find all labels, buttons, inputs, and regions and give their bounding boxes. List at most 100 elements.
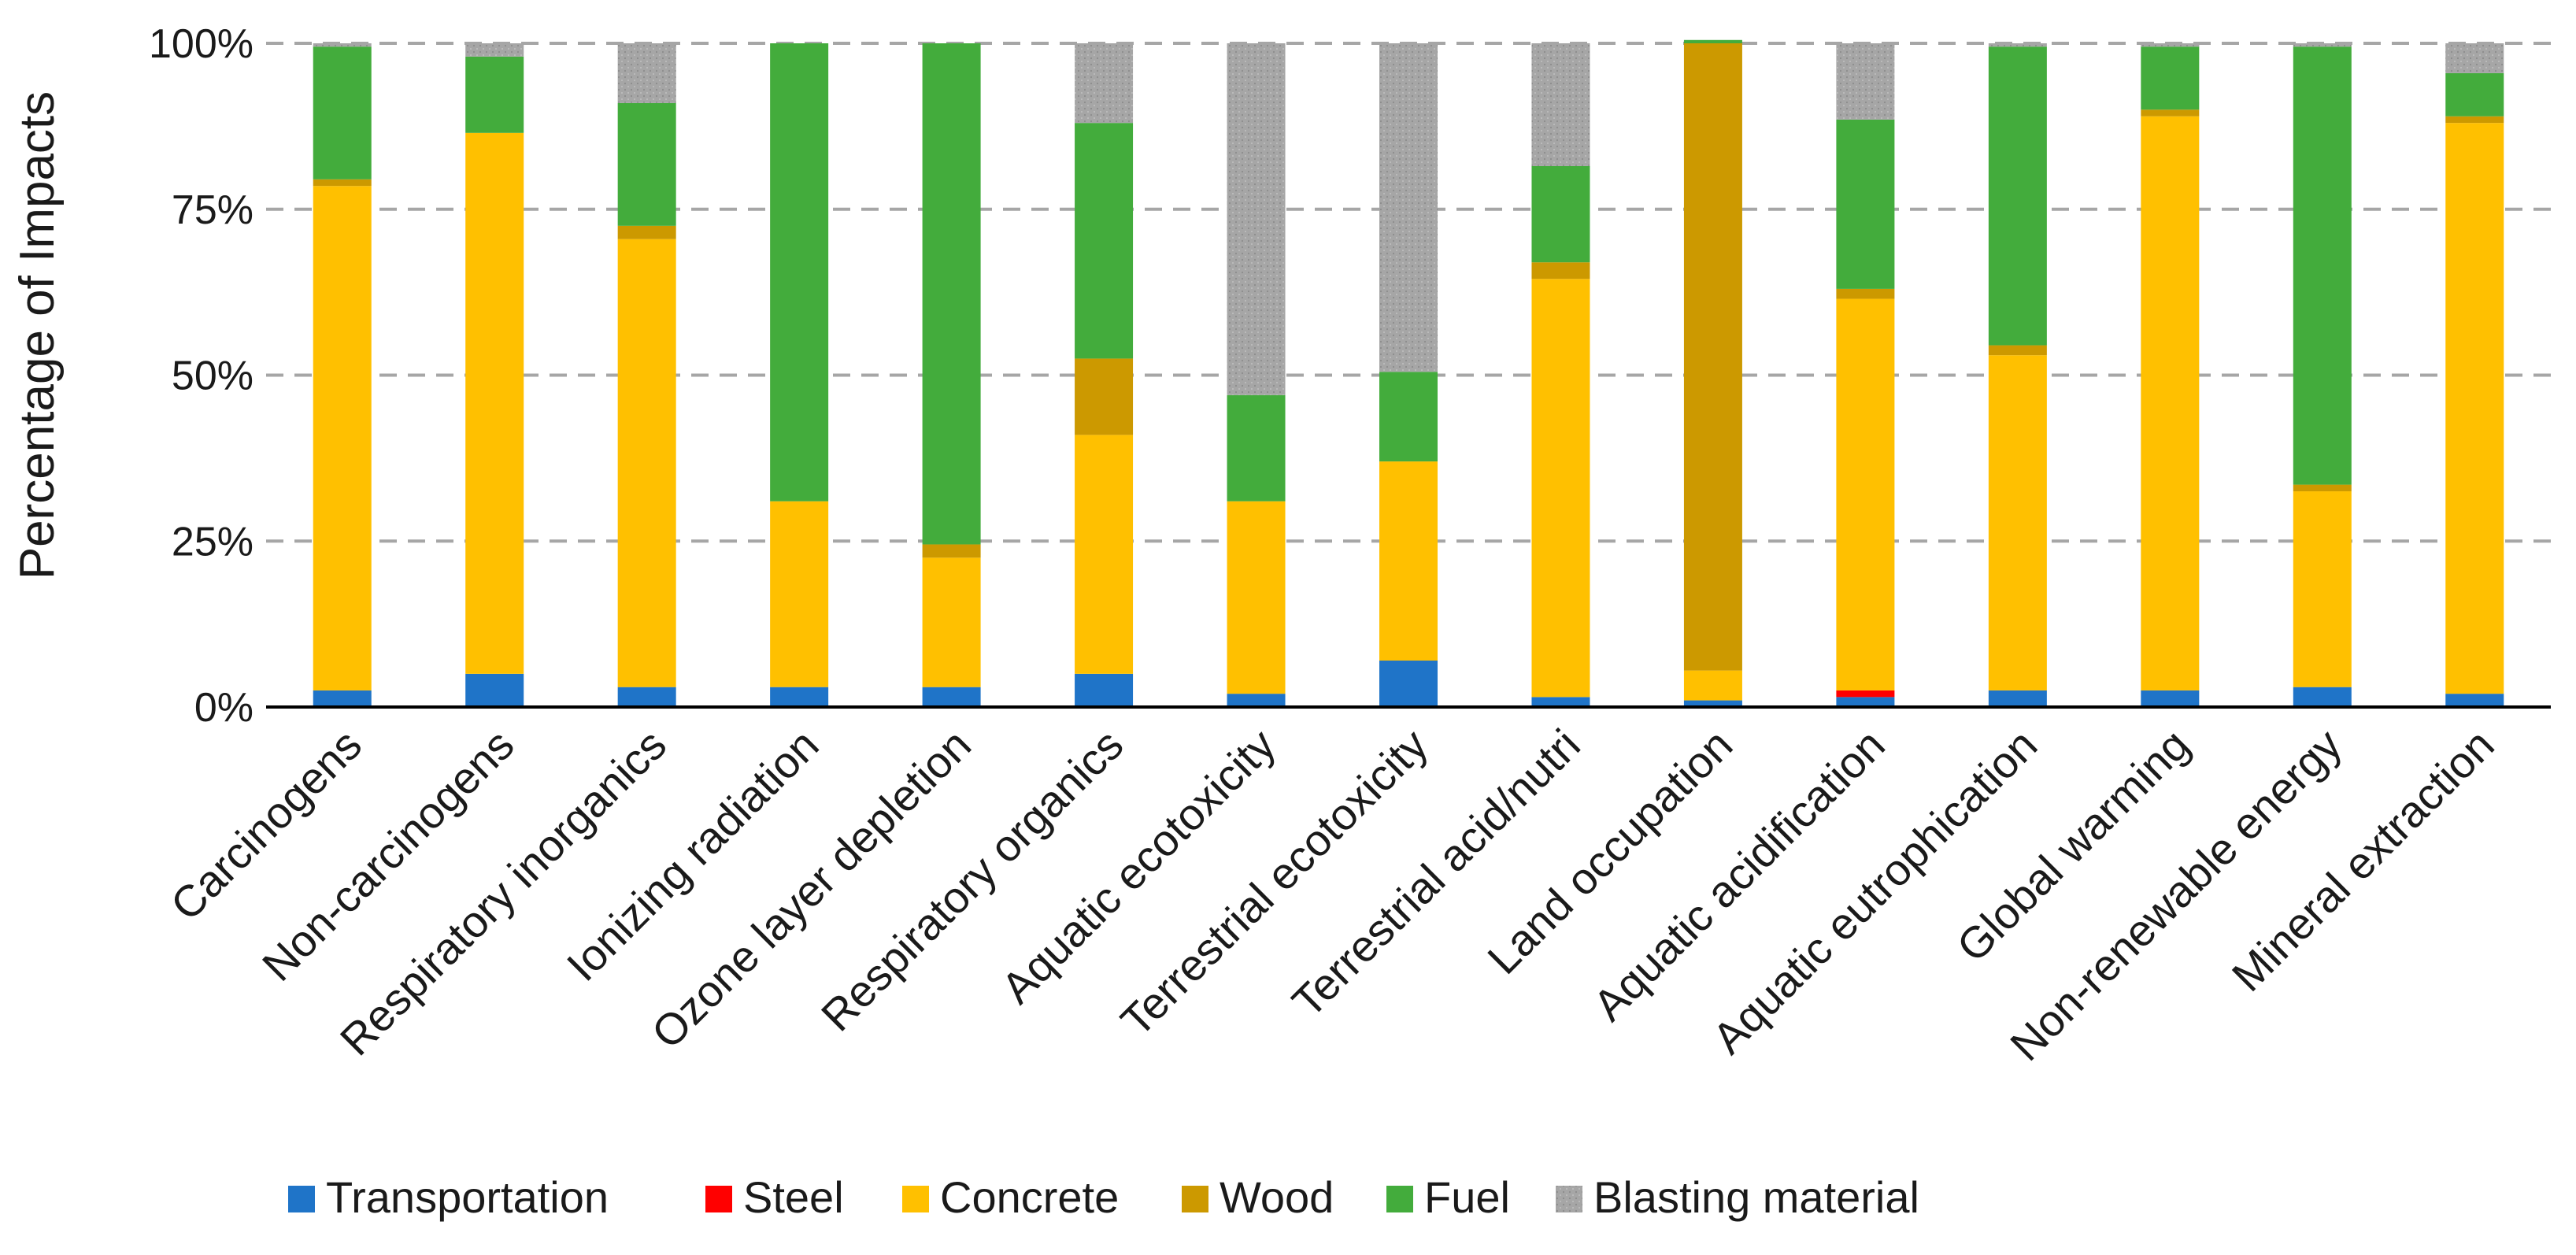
bar-non-renewable-energy-fuel <box>2293 46 2352 485</box>
bar-non-renewable-energy-blasting-material <box>2293 43 2352 47</box>
legend-label-concrete: Concrete <box>940 1172 1119 1222</box>
bar-respiratory-organics-wood <box>1075 358 1134 435</box>
bar-carcinogens-concrete <box>313 186 372 690</box>
bar-ozone-layer-depletion-concrete <box>922 557 981 687</box>
bar-mineral-extraction-blasting-material <box>2445 43 2504 73</box>
x-label-aquatic-acidification: Aquatic acidification <box>1583 720 1894 1031</box>
y-axis-title: Percentage of Impacts <box>10 91 65 579</box>
bar-respiratory-organics-concrete <box>1075 435 1134 674</box>
bar-land-occupation-concrete <box>1683 670 1742 701</box>
bar-land-occupation-transportation <box>1683 700 1742 707</box>
legend-swatch-blasting-material <box>1556 1186 1582 1212</box>
bar-respiratory-inorganics-transportation <box>617 687 676 707</box>
bar-mineral-extraction-fuel <box>2445 72 2504 117</box>
y-tick-label-25: 25% <box>172 519 254 565</box>
x-label-terrestrial-ecotoxicity: Terrestrial ecotoxicity <box>1111 720 1437 1046</box>
bar-aquatic-ecotoxicity-fuel <box>1227 394 1286 502</box>
bar-aquatic-acidification-wood <box>1836 288 1895 299</box>
bar-respiratory-organics-transportation <box>1075 673 1134 707</box>
bar-respiratory-organics-fuel <box>1075 123 1134 359</box>
bar-aquatic-acidification-fuel <box>1836 119 1895 289</box>
bar-terrestrial-acid-nutri-transportation <box>1531 697 1590 707</box>
bar-global-warming-concrete <box>2141 116 2200 690</box>
bar-terrestrial-acid-nutri-concrete <box>1531 279 1590 698</box>
x-label-aquatic-ecotoxicity: Aquatic ecotoxicity <box>992 720 1285 1013</box>
bar-land-occupation-wood <box>1683 43 1742 671</box>
bar-terrestrial-acid-nutri-fuel <box>1531 165 1590 263</box>
bar-ozone-layer-depletion-transportation <box>922 687 981 707</box>
bar-respiratory-inorganics-concrete <box>617 239 676 687</box>
bar-respiratory-inorganics-blasting-material <box>617 43 676 103</box>
bar-global-warming-wood <box>2141 109 2200 117</box>
bar-respiratory-organics-blasting-material <box>1075 43 1134 124</box>
bar-carcinogens-blasting-material <box>313 43 372 47</box>
bar-mineral-extraction-wood <box>2445 116 2504 124</box>
bar-terrestrial-ecotoxicity-concrete <box>1379 461 1438 661</box>
bar-carcinogens-transportation <box>313 690 372 707</box>
y-tick-label-75: 75% <box>172 187 254 233</box>
bar-aquatic-eutrophication-wood <box>1988 345 2047 356</box>
bar-global-warming-fuel <box>2141 46 2200 110</box>
x-label-terrestrial-acid-nutri: Terrestrial acid/nutri <box>1282 720 1590 1027</box>
y-tick-labels: 0% 25% 50% 75% 100% <box>149 21 254 731</box>
bar-terrestrial-ecotoxicity-blasting-material <box>1379 43 1438 372</box>
bar-respiratory-inorganics-fuel <box>617 102 676 226</box>
bar-aquatic-ecotoxicity-concrete <box>1227 501 1286 694</box>
x-label-ionizing-radiation: Ionizing radiation <box>557 720 828 990</box>
x-label-respiratory-organics: Respiratory organics <box>812 720 1133 1041</box>
bar-land-occupation-fuel <box>1683 39 1742 43</box>
bar-aquatic-ecotoxicity-blasting-material <box>1227 43 1286 395</box>
bar-ionizing-radiation-fuel <box>770 43 829 502</box>
bar-global-warming-blasting-material <box>2141 43 2200 47</box>
bar-aquatic-eutrophication-concrete <box>1988 355 2047 690</box>
bar-global-warming-transportation <box>2141 690 2200 707</box>
y-tick-label-0: 0% <box>194 685 254 731</box>
bar-aquatic-acidification-concrete <box>1836 298 1895 690</box>
bar-non-carcinogens-concrete <box>465 132 524 674</box>
bar-non-carcinogens-fuel <box>465 56 524 133</box>
bar-terrestrial-acid-nutri-blasting-material <box>1531 43 1590 166</box>
bar-aquatic-acidification-transportation <box>1836 697 1895 707</box>
bar-respiratory-inorganics-wood <box>617 225 676 239</box>
y-tick-label-100: 100% <box>149 21 254 67</box>
bar-carcinogens-fuel <box>313 46 372 180</box>
y-tick-label-50: 50% <box>172 354 254 399</box>
legend-label-steel: Steel <box>743 1172 844 1222</box>
bar-non-carcinogens-blasting-material <box>465 43 524 57</box>
x-label-non-carcinogens: Non-carcinogens <box>253 720 524 990</box>
legend-swatch-concrete <box>902 1186 929 1212</box>
bar-non-renewable-energy-concrete <box>2293 491 2352 687</box>
legend: Transportation Steel Concrete Wood Fuel Blast… <box>288 1172 1919 1222</box>
bar-terrestrial-ecotoxicity-transportation <box>1379 660 1438 707</box>
bar-non-carcinogens-transportation <box>465 673 524 707</box>
legend-label-blasting-material: Blasting material <box>1593 1172 1919 1222</box>
legend-label-wood: Wood <box>1220 1172 1334 1222</box>
legend-label-fuel: Fuel <box>1424 1172 1510 1222</box>
legend-swatch-steel <box>705 1186 732 1212</box>
bar-ionizing-radiation-transportation <box>770 687 829 707</box>
bar-aquatic-ecotoxicity-transportation <box>1227 694 1286 707</box>
bar-aquatic-eutrophication-fuel <box>1988 46 2047 346</box>
x-label-mineral-extraction: Mineral extraction <box>2223 720 2504 1001</box>
bar-aquatic-eutrophication-transportation <box>1988 690 2047 707</box>
bar-non-renewable-energy-wood <box>2293 484 2352 492</box>
bar-ozone-layer-depletion-fuel <box>922 43 981 545</box>
bar-non-renewable-energy-transportation <box>2293 687 2352 707</box>
bar-mineral-extraction-transportation <box>2445 694 2504 707</box>
bar-terrestrial-ecotoxicity-fuel <box>1379 372 1438 462</box>
bars <box>313 39 2504 707</box>
legend-swatch-wood <box>1182 1186 1208 1212</box>
legend-label-transportation: Transportation <box>326 1172 609 1222</box>
bar-ozone-layer-depletion-wood <box>922 544 981 558</box>
bar-ionizing-radiation-concrete <box>770 501 829 687</box>
bar-aquatic-acidification-steel <box>1836 690 1895 698</box>
bar-carcinogens-wood <box>313 179 372 187</box>
bar-terrestrial-acid-nutri-wood <box>1531 262 1590 280</box>
bar-aquatic-acidification-blasting-material <box>1836 43 1895 120</box>
bar-mineral-extraction-concrete <box>2445 123 2504 694</box>
legend-swatch-fuel <box>1386 1186 1413 1212</box>
bar-aquatic-eutrophication-blasting-material <box>1988 43 2047 47</box>
legend-swatch-transportation <box>288 1186 315 1212</box>
